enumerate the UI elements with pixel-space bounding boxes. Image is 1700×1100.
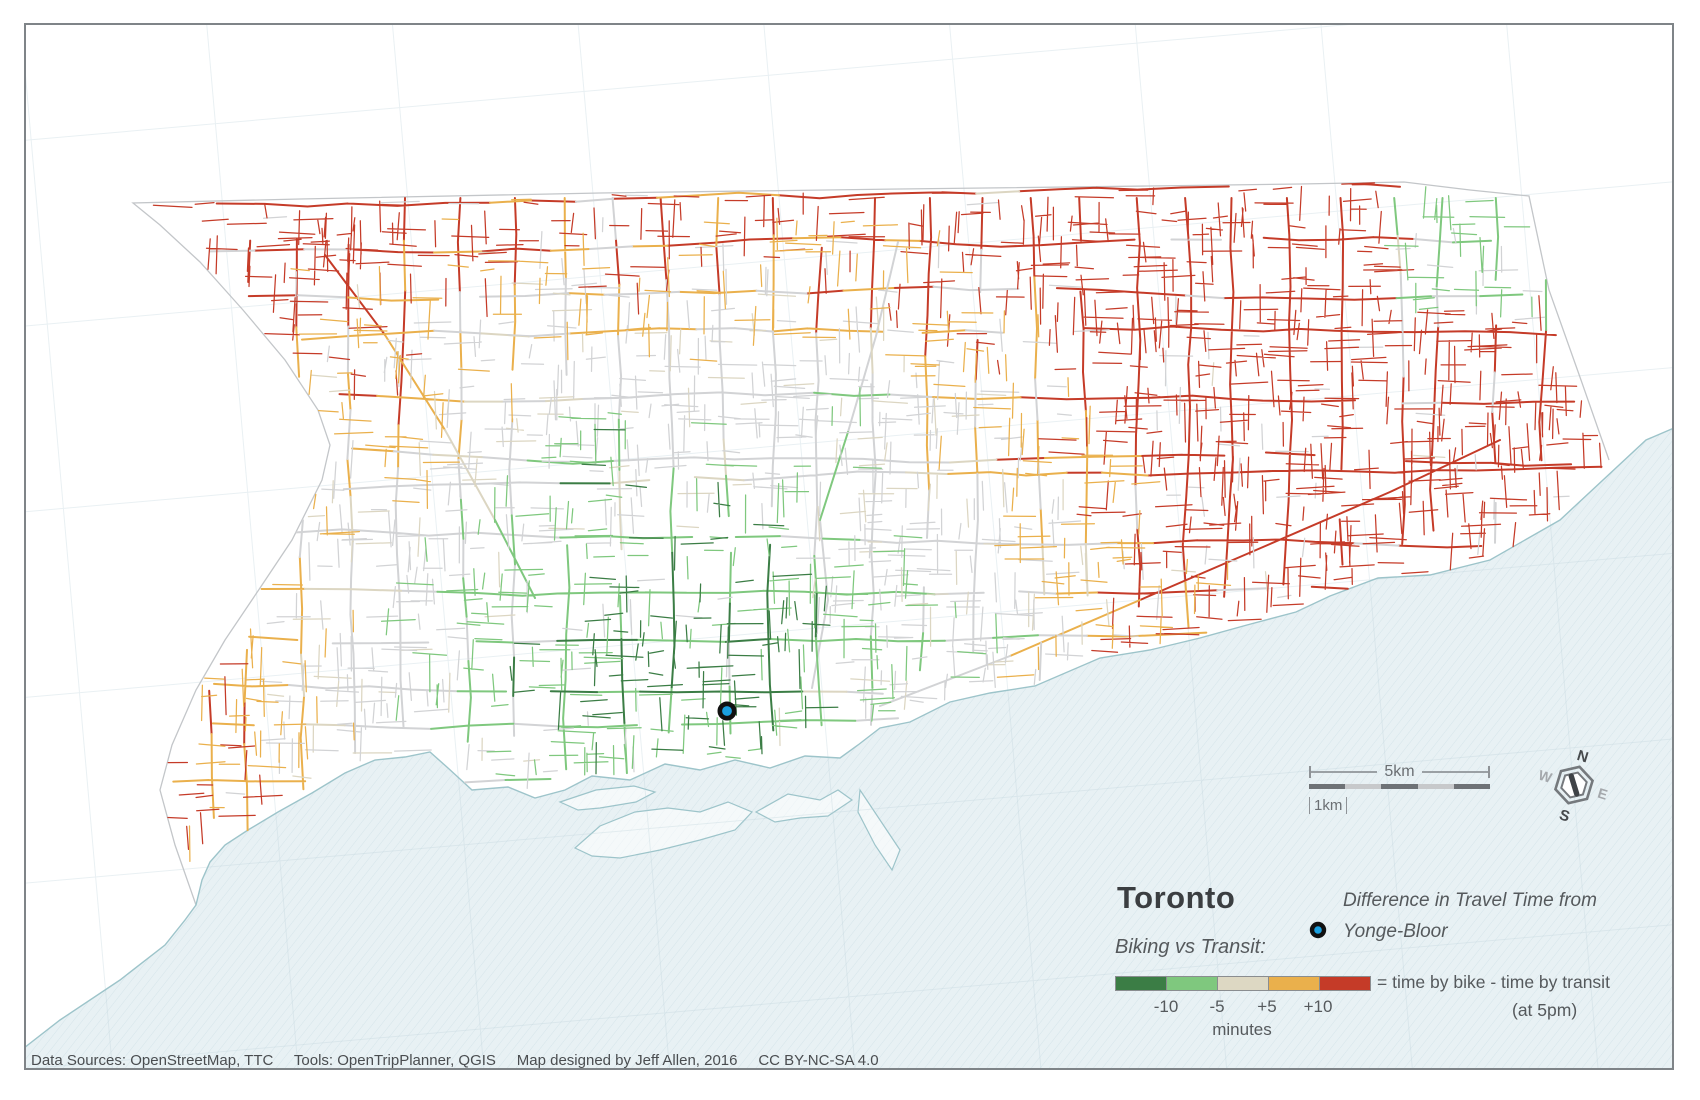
scale-bar-stripes: [1309, 784, 1491, 789]
street-network: [152, 182, 1603, 863]
map-canvas: [24, 23, 1674, 1070]
city-boundary: [131, 181, 1610, 906]
scale-end-tick: [1488, 765, 1491, 778]
legend-units-label: minutes: [1212, 1020, 1272, 1039]
legend-color-bar: [1115, 976, 1371, 991]
attribution-text: Data Sources: OpenStreetMap, TTC Tools: …: [31, 1052, 879, 1069]
compass-outer-hex: [1553, 765, 1595, 805]
scale-5km-label: 5km: [1384, 762, 1415, 780]
legend-bin-swatch-1: [1166, 976, 1218, 991]
compass-south-label: S: [1557, 806, 1572, 825]
legend-tick--5: -5: [1209, 997, 1225, 1016]
graticule-grid: [24, 23, 1674, 1070]
legend-heading-line2: Yonge-Bloor: [1343, 921, 1448, 942]
legend-heading-line1: Difference in Travel Time from: [1343, 890, 1597, 911]
legend-bin-swatch-4: [1319, 976, 1371, 991]
scale-end-tick: [1309, 765, 1311, 778]
compass-needle: [1568, 773, 1580, 797]
legend-tick-+5: +5: [1257, 997, 1277, 1016]
shoreline: [24, 427, 1674, 1049]
compass-west-label: W: [1537, 767, 1555, 786]
compass-east-label: E: [1596, 785, 1610, 803]
legend-tick--10: -10: [1153, 997, 1179, 1016]
toronto-islands: [558, 785, 901, 872]
legend-formula-note: (at 5pm): [1512, 1000, 1578, 1020]
legend-formula: = time by bike - time by transit: [1377, 972, 1610, 992]
page-title: Toronto: [1117, 880, 1236, 915]
yonge-bloor-marker: [717, 701, 737, 721]
compass-north-label: N: [1575, 747, 1590, 766]
water-hatch: [24, 428, 1674, 1070]
scale-1km-label: 1km: [1309, 797, 1348, 814]
legend-tick-+10: +10: [1303, 997, 1333, 1016]
compass-rose: N S W E: [1537, 747, 1610, 826]
legend-marker-icon: [1309, 921, 1327, 939]
scale-bar-5km: 5km: [1309, 762, 1491, 780]
legend-bin-swatch-2: [1217, 976, 1269, 991]
legend-bin-swatch-3: [1268, 976, 1320, 991]
map-subtitle: Biking vs Transit:: [1115, 936, 1266, 958]
legend-bin-swatch-0: [1115, 976, 1167, 991]
